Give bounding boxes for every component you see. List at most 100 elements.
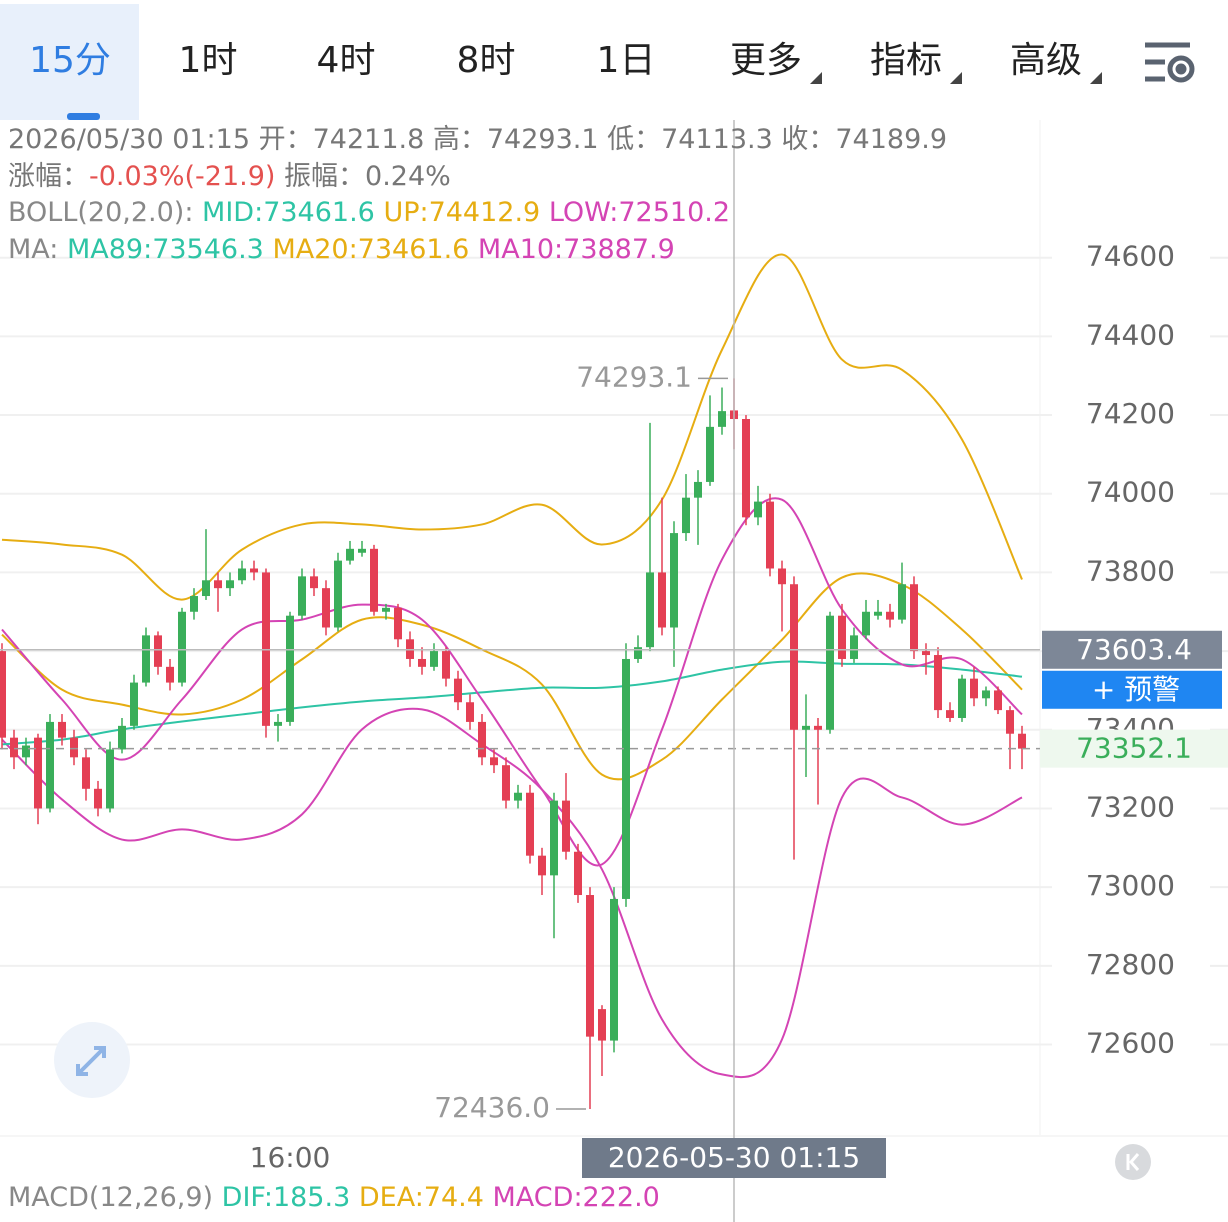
info-value: 74293.1 bbox=[487, 124, 599, 155]
legend-value: 222.0 bbox=[583, 1182, 660, 1213]
candle-body bbox=[778, 568, 786, 585]
tab[interactable]: 1时 bbox=[179, 40, 238, 81]
candle-body bbox=[622, 658, 630, 899]
candle-body bbox=[334, 560, 342, 628]
y-tick-label: 74400 bbox=[1086, 318, 1175, 351]
candle-body bbox=[286, 615, 294, 722]
candle-body bbox=[10, 737, 18, 758]
candle-body bbox=[46, 721, 54, 809]
candle-body bbox=[274, 721, 282, 726]
info-value: 74189.9 bbox=[835, 124, 947, 155]
candle-body bbox=[682, 497, 690, 534]
candle-body bbox=[346, 548, 354, 561]
y-tick-label: 72600 bbox=[1086, 1027, 1175, 1060]
candle-body bbox=[718, 411, 726, 427]
candle-body bbox=[694, 481, 702, 498]
candle-body bbox=[358, 548, 366, 553]
candle-body bbox=[322, 588, 330, 628]
tab-bar bbox=[0, 0, 1228, 120]
info-line: 涨幅：-0.03%(-21.9) 振幅：0.24% bbox=[8, 161, 451, 192]
candle-body bbox=[934, 655, 942, 711]
indicator-label: MA: bbox=[8, 234, 58, 265]
candle-body bbox=[586, 895, 594, 1037]
alert-button[interactable]: + 预警 bbox=[1092, 673, 1180, 706]
candle-body bbox=[706, 426, 714, 482]
candle-body bbox=[1006, 710, 1014, 734]
info-label: 高： bbox=[433, 124, 487, 155]
candle-body bbox=[742, 418, 750, 518]
info-value: 74211.8 bbox=[313, 124, 425, 155]
tab[interactable]: 8时 bbox=[457, 40, 516, 81]
indicator-line bbox=[1, 497, 1023, 867]
candle-body bbox=[562, 800, 570, 852]
indicator-label: MACD(12,26,9) bbox=[8, 1182, 213, 1213]
tab[interactable]: 15分 bbox=[29, 40, 111, 81]
candle-body bbox=[298, 576, 306, 616]
candle-body bbox=[154, 635, 162, 667]
candle-body bbox=[874, 611, 882, 616]
info-label: 涨幅： bbox=[8, 161, 89, 192]
candle-body bbox=[310, 576, 318, 589]
legend-value: 185.3 bbox=[273, 1182, 350, 1213]
candle-body bbox=[838, 615, 846, 659]
candle-body bbox=[790, 584, 798, 730]
candle-body bbox=[250, 568, 258, 573]
y-tick-label: 72800 bbox=[1086, 948, 1175, 981]
legend-value: 73461.6 bbox=[358, 234, 470, 265]
candle-body bbox=[538, 855, 546, 876]
candle-body bbox=[394, 607, 402, 640]
candle-body bbox=[574, 851, 582, 896]
candle-body bbox=[142, 635, 150, 683]
tab[interactable]: 4时 bbox=[317, 40, 376, 81]
candle-body bbox=[814, 725, 822, 730]
legend-name: MA10: bbox=[478, 234, 563, 265]
alert-button-bg[interactable] bbox=[1042, 670, 1222, 709]
indicator-legend: BOLL(20,2.0): MID:73461.6 UP:74412.9 LOW… bbox=[8, 197, 730, 228]
candle-body bbox=[238, 568, 246, 581]
reset-button[interactable] bbox=[1115, 1144, 1151, 1180]
candle-body bbox=[646, 572, 654, 648]
crosshair-price-tag bbox=[1042, 630, 1222, 669]
candle-body bbox=[670, 533, 678, 628]
info-value: 74113.3 bbox=[661, 124, 773, 155]
candle-body bbox=[178, 611, 186, 683]
settings-icon[interactable] bbox=[1145, 42, 1195, 83]
legend-value: 73887.9 bbox=[563, 234, 675, 265]
candle-body bbox=[106, 749, 114, 809]
reset-icon bbox=[1126, 1153, 1140, 1171]
tab[interactable]: 指标 bbox=[870, 40, 942, 81]
candle-body bbox=[226, 580, 234, 589]
info-change: -0.03%(-21.9) bbox=[89, 161, 275, 192]
info-label: 振幅： bbox=[284, 161, 365, 192]
candle-body bbox=[946, 710, 954, 718]
info-time: 2026/05/30 01:15 bbox=[8, 124, 250, 155]
info-amp: 0.24% bbox=[365, 161, 451, 192]
expand-icon bbox=[76, 1046, 106, 1076]
candle-body bbox=[70, 737, 78, 758]
candle-body bbox=[94, 788, 102, 809]
candle-body bbox=[34, 737, 42, 809]
low-marker-label: 72436.0 bbox=[434, 1091, 550, 1124]
tab[interactable]: 高级 bbox=[1010, 40, 1082, 81]
candle-body bbox=[862, 611, 870, 636]
candle-body bbox=[658, 572, 666, 628]
candle-body bbox=[0, 651, 6, 738]
candle-body bbox=[190, 596, 198, 612]
candle-body bbox=[994, 690, 1002, 711]
candle-body bbox=[430, 651, 438, 667]
info-label: 收： bbox=[781, 124, 835, 155]
legend-name: MA20: bbox=[272, 234, 357, 265]
candle-body bbox=[166, 666, 174, 683]
candle-body bbox=[514, 792, 522, 801]
candle-body bbox=[1018, 733, 1026, 749]
candle-body bbox=[490, 757, 498, 766]
candle-body bbox=[910, 584, 918, 652]
candle-body bbox=[898, 584, 906, 620]
candle-body bbox=[214, 580, 222, 589]
info-line: 2026/05/30 01:15 开：74211.8 高：74293.1 低：7… bbox=[8, 124, 947, 155]
candle-body bbox=[418, 658, 426, 667]
tab[interactable]: 更多 bbox=[730, 40, 802, 81]
tab[interactable]: 1日 bbox=[597, 40, 656, 81]
indicator-legend: MA: MA89:73546.3 MA20:73461.6 MA10:73887… bbox=[8, 234, 675, 265]
legend-value: 72510.2 bbox=[618, 197, 730, 228]
